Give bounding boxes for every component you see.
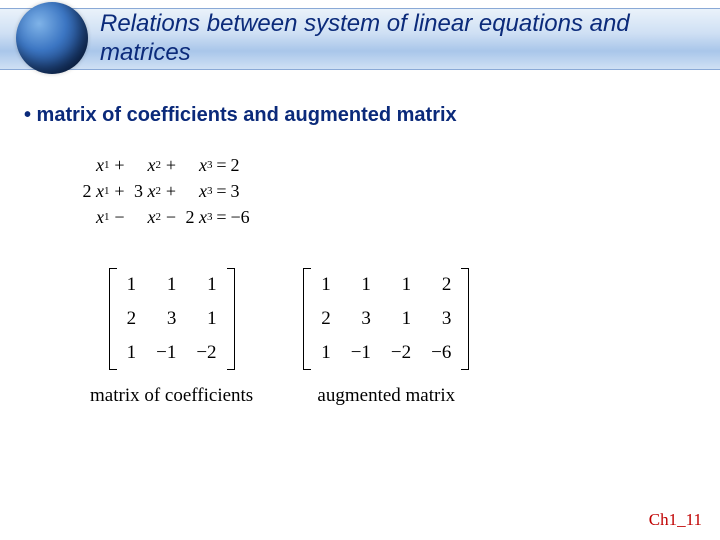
matrix-table: 111 231 1−1−2 bbox=[117, 268, 227, 370]
augmented-matrix-block: 1112 2313 1−1−2−6 augmented matrix bbox=[303, 268, 469, 407]
page-number: 11 bbox=[686, 510, 702, 529]
right-bracket-icon bbox=[227, 268, 235, 370]
right-bracket-icon bbox=[461, 268, 469, 370]
matrix-area: 111 231 1−1−2 matrix of coefficients 111… bbox=[90, 268, 469, 407]
chapter-label: Ch1_ bbox=[649, 510, 686, 529]
globe-icon bbox=[16, 2, 88, 74]
left-bracket-icon bbox=[109, 268, 117, 370]
bullet-subheading: • matrix of coefficients and augmented m… bbox=[24, 104, 457, 127]
equation-row: 2x1 + 3x2 + x3 = 3 bbox=[78, 178, 250, 204]
coefficient-matrix: 111 231 1−1−2 bbox=[109, 268, 235, 370]
augmented-matrix: 1112 2313 1−1−2−6 bbox=[303, 268, 469, 370]
equation-row: x1 − x2 − 2x3 = −6 bbox=[78, 204, 250, 230]
aug-caption: augmented matrix bbox=[303, 385, 469, 407]
coefficient-matrix-block: 111 231 1−1−2 matrix of coefficients bbox=[90, 268, 253, 407]
coeff-caption: matrix of coefficients bbox=[90, 385, 253, 407]
equation-system: x1 + x2 + x3 = 2 2x1 + 3x2 + x3 = 3 x1 −… bbox=[78, 152, 250, 230]
left-bracket-icon bbox=[303, 268, 311, 370]
equation-row: x1 + x2 + x3 = 2 bbox=[78, 152, 250, 178]
matrix-table: 1112 2313 1−1−2−6 bbox=[311, 268, 461, 370]
page-footer: Ch1_11 bbox=[649, 510, 702, 530]
slide-title: Relations between system of linear equat… bbox=[100, 10, 690, 68]
